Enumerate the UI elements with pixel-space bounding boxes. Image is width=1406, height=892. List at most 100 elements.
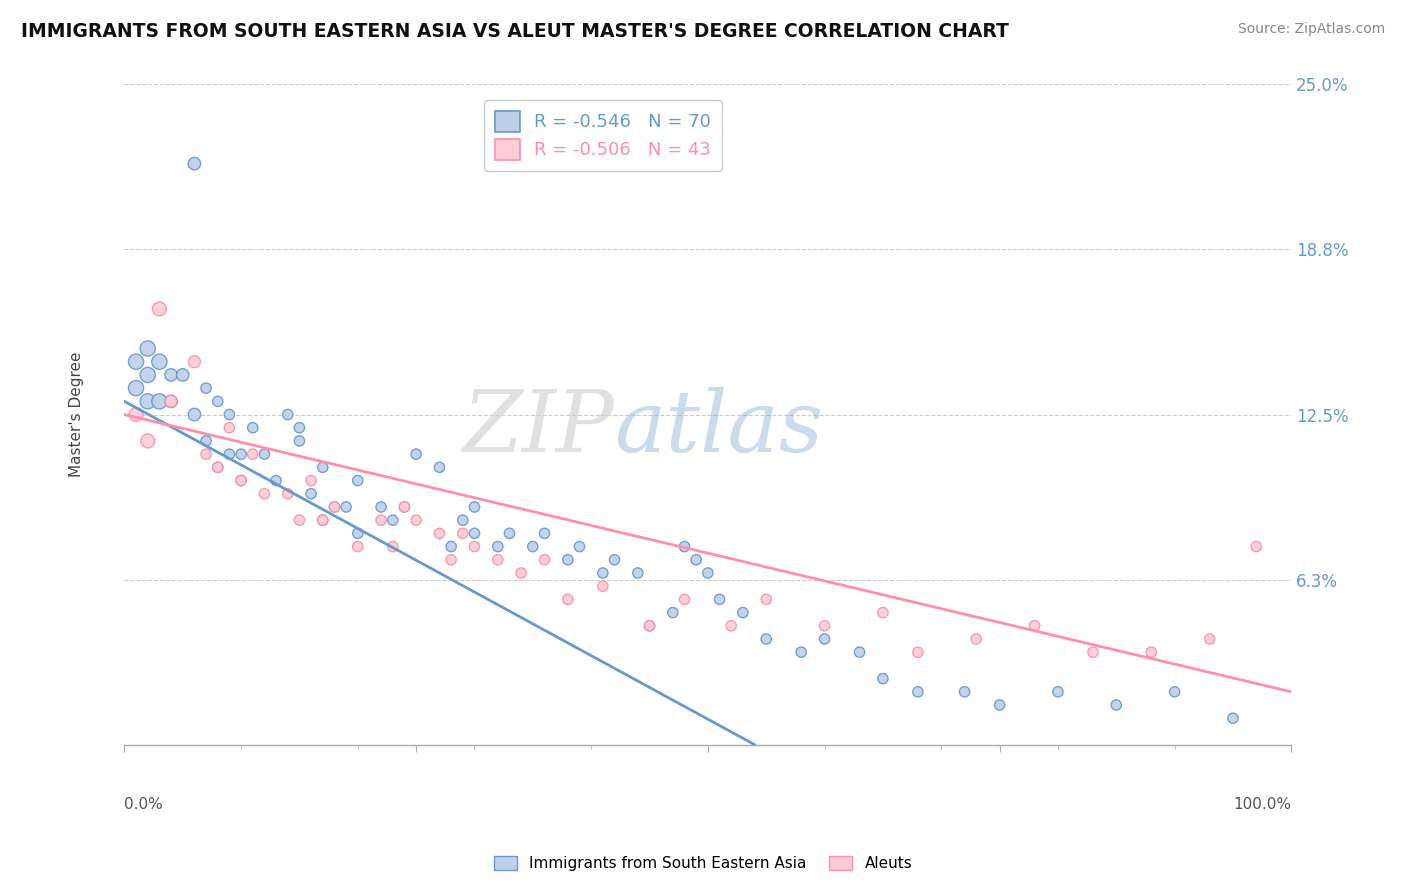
Point — [486, 553, 509, 567]
Point — [709, 592, 731, 607]
Point — [790, 645, 813, 659]
Point — [312, 513, 335, 527]
Point — [522, 540, 544, 554]
Point — [195, 381, 218, 395]
Point — [183, 156, 205, 170]
Point — [673, 540, 696, 554]
Point — [253, 487, 276, 501]
Point — [1024, 619, 1046, 633]
Point — [195, 434, 218, 448]
Point — [242, 447, 264, 461]
Point — [603, 553, 626, 567]
Point — [451, 513, 474, 527]
Point — [125, 408, 148, 422]
Point — [627, 566, 650, 580]
Text: ZIP: ZIP — [463, 386, 614, 469]
Point — [731, 606, 754, 620]
Point — [229, 447, 252, 461]
Point — [335, 500, 357, 514]
Point — [148, 355, 170, 369]
Point — [592, 566, 614, 580]
Point — [1105, 698, 1128, 712]
Point — [638, 619, 661, 633]
Point — [264, 474, 287, 488]
Text: atlas: atlas — [614, 386, 824, 469]
Point — [685, 553, 707, 567]
Point — [498, 526, 520, 541]
Point — [381, 540, 404, 554]
Point — [207, 394, 229, 409]
Point — [1222, 711, 1244, 725]
Point — [207, 460, 229, 475]
Point — [253, 447, 276, 461]
Point — [907, 685, 929, 699]
Y-axis label: Master's Degree: Master's Degree — [69, 351, 83, 477]
Point — [662, 606, 685, 620]
Point — [755, 632, 778, 646]
Legend: Immigrants from South Eastern Asia, Aleuts: Immigrants from South Eastern Asia, Aleu… — [488, 850, 918, 877]
Point — [183, 355, 205, 369]
Point — [592, 579, 614, 593]
Point — [136, 342, 159, 356]
Point — [125, 381, 148, 395]
Point — [673, 592, 696, 607]
Point — [172, 368, 194, 382]
Point — [394, 500, 416, 514]
Point — [346, 540, 368, 554]
Point — [148, 394, 170, 409]
Point — [160, 394, 183, 409]
Point — [486, 540, 509, 554]
Point — [346, 526, 368, 541]
Legend: R = -0.546   N = 70, R = -0.506   N = 43: R = -0.546 N = 70, R = -0.506 N = 43 — [484, 100, 721, 170]
Point — [148, 301, 170, 316]
Point — [323, 500, 346, 514]
Point — [451, 526, 474, 541]
Point — [242, 421, 264, 435]
Point — [299, 474, 322, 488]
Point — [638, 619, 661, 633]
Point — [218, 421, 240, 435]
Point — [965, 632, 987, 646]
Point — [755, 592, 778, 607]
Point — [568, 540, 591, 554]
Point — [813, 619, 835, 633]
Point — [1046, 685, 1069, 699]
Point — [440, 540, 463, 554]
Point — [394, 500, 416, 514]
Point — [288, 434, 311, 448]
Point — [429, 526, 451, 541]
Point — [463, 500, 485, 514]
Text: IMMIGRANTS FROM SOUTH EASTERN ASIA VS ALEUT MASTER'S DEGREE CORRELATION CHART: IMMIGRANTS FROM SOUTH EASTERN ASIA VS AL… — [21, 22, 1010, 41]
Point — [440, 553, 463, 567]
Point — [1081, 645, 1104, 659]
Point — [463, 526, 485, 541]
Point — [988, 698, 1011, 712]
Point — [288, 513, 311, 527]
Point — [218, 447, 240, 461]
Point — [195, 447, 218, 461]
Point — [136, 368, 159, 382]
Point — [1140, 645, 1163, 659]
Point — [277, 487, 299, 501]
Point — [323, 500, 346, 514]
Point — [370, 513, 392, 527]
Text: 0.0%: 0.0% — [124, 797, 163, 813]
Point — [288, 421, 311, 435]
Point — [953, 685, 976, 699]
Point — [312, 460, 335, 475]
Point — [405, 447, 427, 461]
Point — [160, 368, 183, 382]
Point — [370, 500, 392, 514]
Point — [872, 672, 894, 686]
Point — [229, 474, 252, 488]
Text: 100.0%: 100.0% — [1233, 797, 1291, 813]
Point — [907, 645, 929, 659]
Point — [1246, 540, 1268, 554]
Point — [1198, 632, 1220, 646]
Point — [136, 394, 159, 409]
Point — [381, 513, 404, 527]
Point — [533, 526, 555, 541]
Point — [557, 553, 579, 567]
Point — [510, 566, 533, 580]
Point — [183, 408, 205, 422]
